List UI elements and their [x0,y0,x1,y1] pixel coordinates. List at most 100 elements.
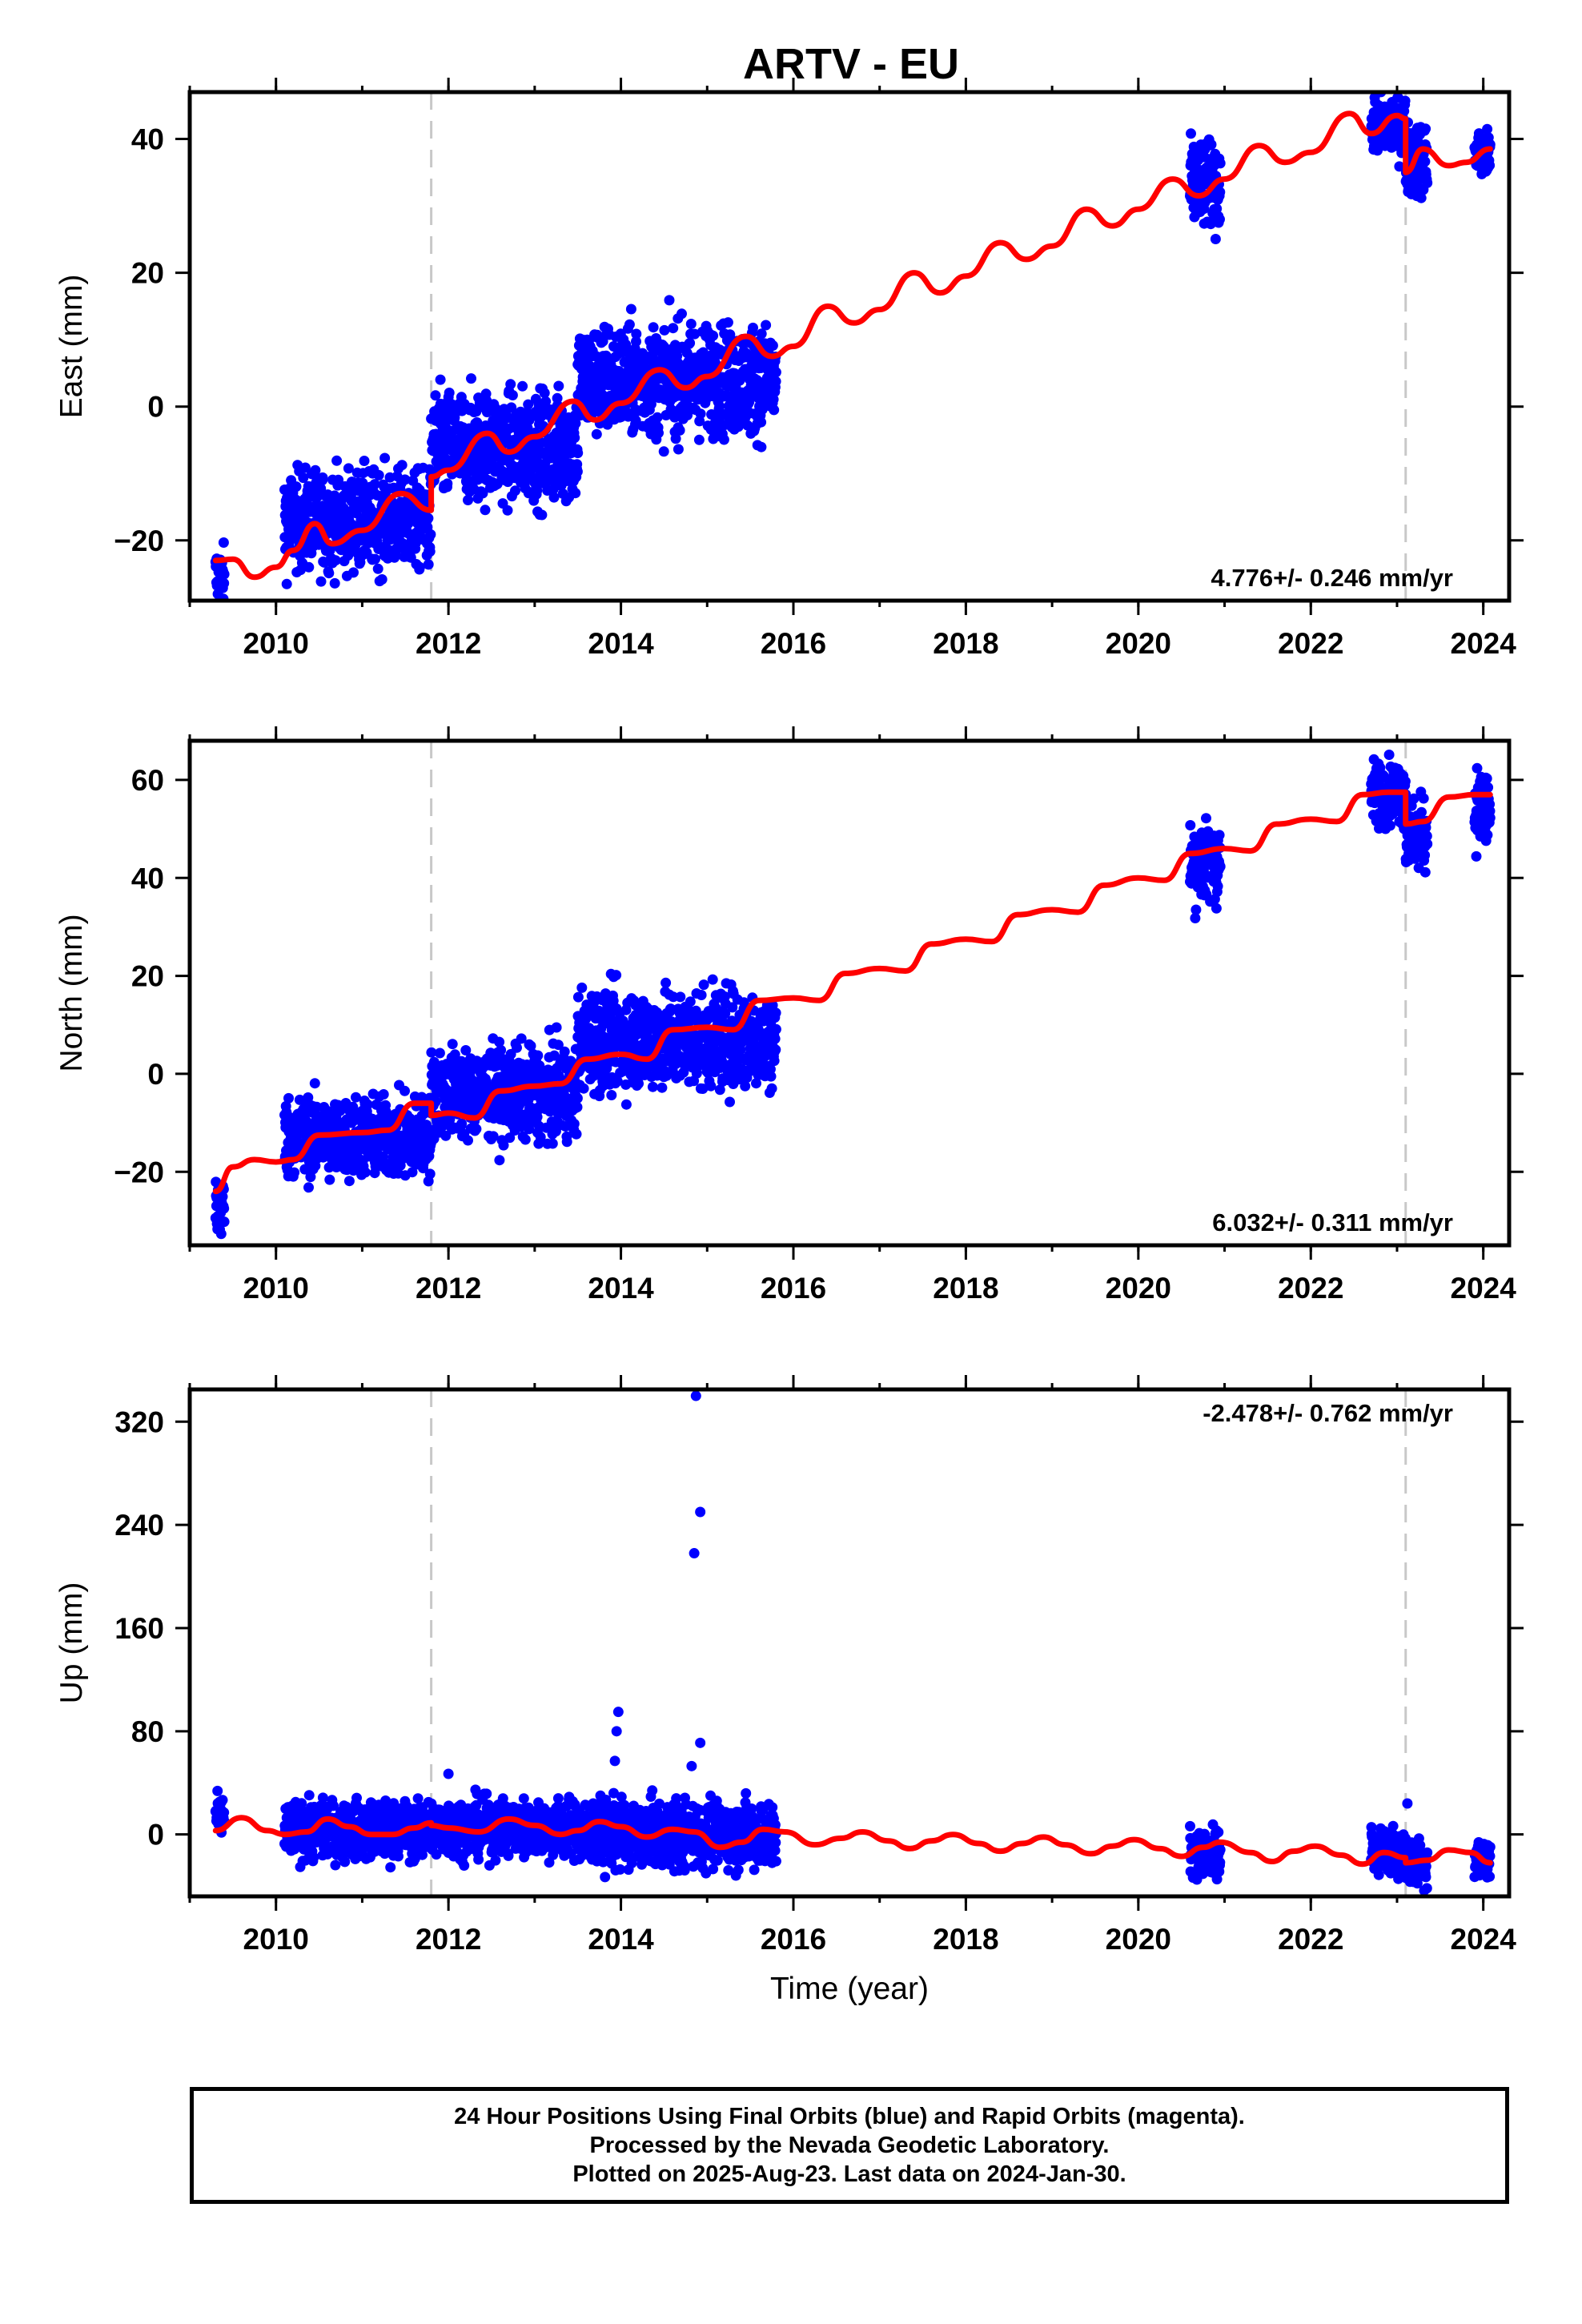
data-point [1408,793,1419,804]
data-point [440,1130,452,1141]
data-point [611,970,622,981]
x-tick-label: 2012 [416,1272,481,1305]
data-point [765,1071,777,1082]
data-point [668,323,679,334]
data-point [1210,234,1221,244]
data-point [498,1140,509,1151]
data-point [494,1155,505,1166]
data-point [1206,139,1217,150]
data-point [1185,820,1196,830]
data-point [532,1112,543,1123]
data-point [1215,158,1226,169]
data-point [540,396,552,407]
data-point [714,1084,725,1096]
data-point [1419,866,1431,878]
data-point [395,1160,406,1171]
data-point [685,996,696,1007]
data-point [572,1092,583,1104]
x-tick-label: 2024 [1451,1272,1517,1305]
data-point [219,1216,230,1228]
data-point [722,317,733,328]
data-point [424,546,436,557]
data-point [766,1083,777,1094]
data-point [1422,838,1433,850]
y-tick-label: 0 [147,1058,164,1091]
x-tick-label: 2022 [1278,627,1343,660]
data-point [1399,776,1411,787]
data-point [296,1798,307,1809]
data-point [1201,813,1211,824]
data-point [547,1138,558,1149]
x-tick-label: 2018 [933,627,998,660]
panel-frame [187,90,1512,603]
data-points [210,750,1496,1240]
chart-title: ARTV - EU [743,40,959,88]
rate-label: 4.776+/- 0.246 mm/yr [1211,564,1453,592]
data-point [323,568,335,579]
data-point [1214,830,1225,841]
x-tick-label: 2014 [588,1272,654,1305]
data-point [770,367,781,378]
data-point [548,492,560,503]
data-point [1215,187,1226,198]
data-point [373,469,384,480]
data-point [630,415,641,426]
x-tick-label: 2010 [243,627,309,660]
data-point [378,1089,389,1100]
y-tick-label: −20 [114,525,164,557]
data-point [570,418,581,429]
x-tick-label: 2022 [1278,1272,1343,1305]
data-point [423,559,434,570]
data-point [652,412,663,423]
data-point [317,1792,328,1803]
data-point [535,1132,546,1143]
data-point [559,1046,570,1057]
data-point [303,1182,314,1193]
data-point [1416,806,1427,818]
x-tick-label: 2016 [761,1272,826,1305]
data-point [532,485,543,497]
data-point [217,1795,228,1806]
data-point [1367,78,1378,88]
data-point [561,1136,572,1148]
data-point [283,1092,294,1104]
data-point [568,1118,580,1129]
data-point [525,1040,536,1051]
data-point [695,408,706,420]
data-point [324,1174,335,1185]
data-point [648,322,659,333]
data-point [219,577,230,589]
data-point [289,1167,300,1178]
data-point [1186,128,1196,139]
data-point [218,537,229,548]
data-point [376,574,387,585]
data-point [664,295,675,306]
data-point [329,577,340,589]
data-point [1419,850,1431,861]
data-point [767,340,778,351]
data-point [512,1042,522,1053]
data-point [725,329,736,340]
data-point [1383,750,1395,760]
data-point [770,1023,781,1035]
data-point [466,373,476,384]
data-point [706,409,717,420]
data-point [770,376,781,387]
data-point [1421,830,1432,842]
data-point [675,991,686,1003]
data-point [612,1076,623,1087]
y-tick-label: 20 [131,960,164,993]
data-point [303,561,315,573]
data-point [463,495,473,505]
data-point [677,308,687,320]
y-axis-label: North (mm) [54,914,89,1072]
data-point [396,460,408,471]
data-point [1190,913,1201,923]
data-point [424,1168,436,1180]
data-point [504,1132,516,1144]
data-point [416,1092,428,1103]
data-point [1419,156,1431,167]
data-point [645,399,656,410]
rate-label: 6.032+/- 0.311 mm/yr [1212,1208,1453,1236]
